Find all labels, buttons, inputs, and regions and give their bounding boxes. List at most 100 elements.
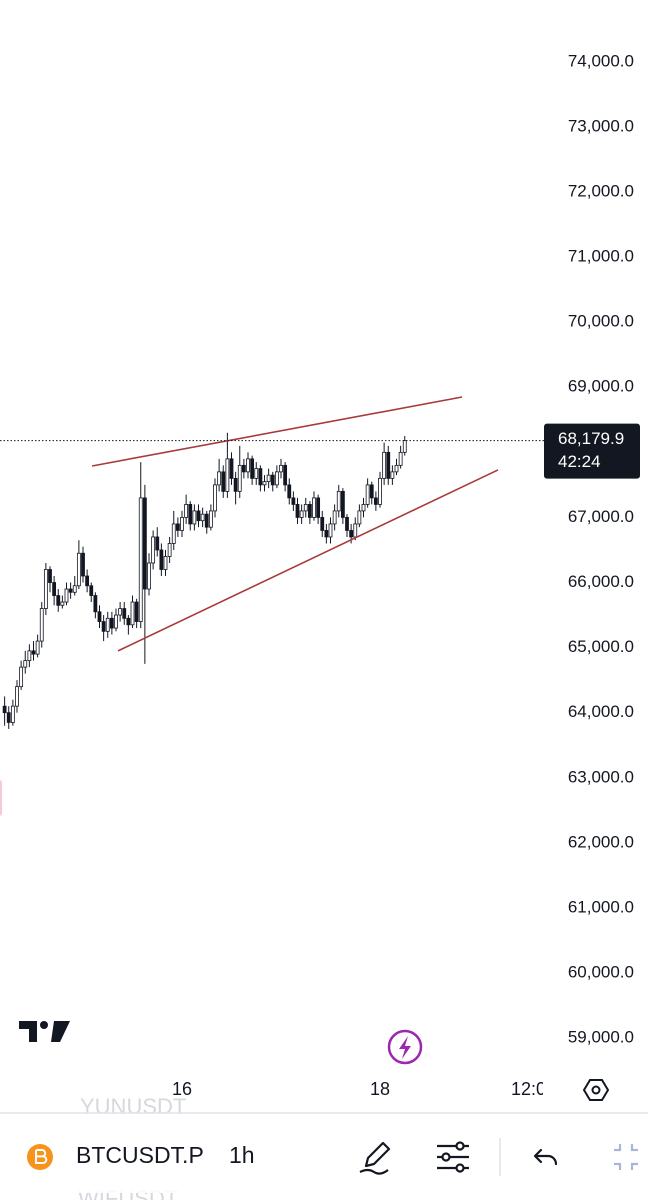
symbol-button[interactable]: BTCUSDT.P — [27, 1142, 204, 1170]
candle-body — [10, 705, 15, 723]
candle-body — [138, 497, 143, 622]
candle-body — [43, 569, 48, 609]
candle-body — [171, 523, 176, 544]
candle-body — [357, 510, 362, 525]
candle-body — [72, 585, 77, 593]
candle-body — [192, 510, 197, 525]
candle-body — [213, 484, 217, 512]
candle-body — [340, 490, 345, 518]
y-tick-label: 67,000.0 — [568, 507, 634, 526]
candle-body — [85, 575, 90, 587]
candle-body — [56, 595, 61, 606]
candle-body — [109, 617, 114, 629]
candle-body — [217, 471, 222, 486]
y-tick-label: 59,000.0 — [568, 1028, 634, 1047]
axes: 59,000.0 60,000.0 61,000.0 62,000.0 63,000.0… — [172, 51, 640, 1099]
candle-body — [382, 451, 387, 479]
candle-body — [258, 468, 263, 486]
candle-body — [303, 504, 308, 512]
candle-body — [398, 451, 403, 466]
candle-body — [316, 497, 321, 518]
candle-body — [229, 458, 234, 479]
candle-body — [266, 474, 271, 483]
candle-body — [386, 451, 391, 479]
fullscreen-button[interactable] — [614, 1144, 638, 1170]
candle-body — [60, 601, 65, 606]
candle-body — [64, 588, 69, 603]
interval[interactable]: 1h — [229, 1142, 255, 1168]
candle-body — [369, 484, 374, 499]
candle-body — [159, 549, 164, 570]
trend-line — [91, 396, 463, 467]
draw-button[interactable] — [359, 1141, 391, 1175]
candle-body — [328, 523, 333, 538]
candle-body — [365, 484, 370, 505]
candle-body — [2, 705, 7, 714]
candle-body — [241, 464, 246, 473]
candle-body — [27, 650, 32, 662]
y-tick-label: 60,000.0 — [568, 963, 634, 982]
candle-body — [122, 608, 127, 619]
candle-body — [279, 464, 283, 473]
candle-body — [105, 617, 110, 632]
candle-body — [291, 497, 296, 505]
candle-body — [250, 458, 255, 479]
candle-body — [118, 608, 123, 616]
candle-body — [196, 510, 201, 522]
candle-body — [353, 523, 358, 538]
candle-body — [378, 477, 382, 505]
x-tick-label: 16 — [172, 1079, 192, 1099]
candle-body — [101, 621, 106, 632]
candle-body — [312, 497, 316, 518]
candle-body — [97, 611, 102, 622]
candle-body — [134, 601, 139, 622]
candle-body — [188, 504, 193, 525]
candle-body — [126, 617, 131, 626]
last-price-box — [544, 423, 640, 479]
candle-body — [130, 601, 135, 626]
candle-body — [237, 464, 242, 492]
indicators-button[interactable] — [437, 1141, 469, 1173]
candle-body — [373, 497, 378, 505]
candle-body — [204, 513, 209, 528]
y-tick-label: 64,000.0 — [568, 702, 634, 721]
toolbar — [0, 1113, 648, 1193]
candle-body — [68, 588, 73, 593]
candle-body — [295, 504, 300, 518]
candle-body — [324, 530, 329, 538]
y-tick-label: 74,000.0 — [568, 51, 634, 70]
y-tick-label: 63,000.0 — [568, 767, 634, 786]
candle-body — [361, 504, 366, 512]
y-tick-label: 65,000.0 — [568, 637, 634, 656]
candle-body — [336, 490, 341, 512]
candle-body — [233, 477, 238, 492]
candle-body — [184, 504, 189, 518]
candle-body — [89, 585, 94, 596]
undo-button[interactable] — [533, 1148, 558, 1166]
candle-body — [208, 510, 213, 528]
candle-body — [262, 481, 267, 486]
plot-area — [0, 396, 545, 729]
candle-body — [345, 517, 349, 531]
candle-body — [142, 497, 147, 590]
x-tick-label: 12:0 — [511, 1079, 546, 1099]
candle-body — [93, 595, 98, 613]
settings-button[interactable] — [582, 1079, 610, 1101]
trend-line — [117, 469, 499, 652]
candle-body — [76, 552, 81, 587]
candle-body — [307, 504, 312, 518]
y-tick-label: 69,000.0 — [568, 377, 634, 396]
candle-body — [81, 552, 85, 577]
candle-body — [270, 474, 275, 486]
candle-body — [31, 650, 36, 655]
lightning-button[interactable] — [387, 1029, 423, 1065]
candle-body — [225, 458, 230, 492]
candle-body — [320, 517, 325, 531]
candle-body — [246, 458, 250, 473]
candle-body — [15, 686, 19, 707]
candle-body — [287, 484, 292, 499]
candle-body — [39, 608, 44, 642]
candle-body — [52, 582, 57, 596]
candle-body — [200, 513, 205, 522]
